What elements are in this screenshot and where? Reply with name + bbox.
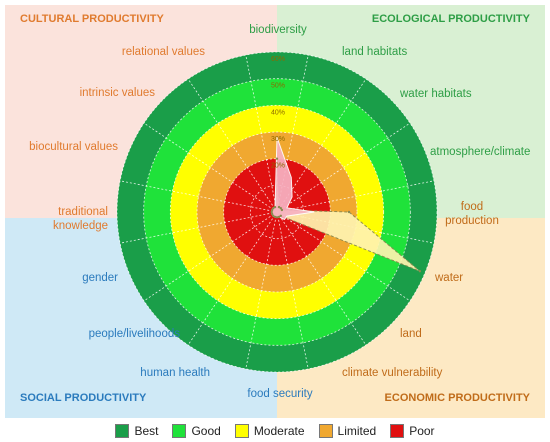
axis-label-human-health: human health (140, 367, 210, 379)
axis-label-relational-values: relational values (122, 46, 205, 58)
grid-spoke (276, 78, 367, 213)
legend-label-moderate: Moderate (253, 424, 305, 438)
axis-label-biocultural-values: biocultural values (29, 141, 118, 153)
grid-ring (169, 104, 385, 320)
legend-swatch-limited (318, 424, 333, 438)
data-point-biocultural-values (270, 208, 274, 212)
quadrant-title-economic-productivity: ECONOMIC PRODUCTIVITY (385, 392, 531, 404)
legend-item-poor: Poor (390, 424, 435, 438)
data-point-biodiversity (275, 157, 279, 160)
legend-label-poor: Poor (409, 424, 435, 438)
grid-ring (196, 131, 358, 293)
grid-spoke (276, 122, 411, 213)
legend-swatch-good (172, 424, 187, 438)
data-point-water (418, 270, 422, 273)
data-shapes (270, 137, 422, 273)
radial-tick-labels: 20% 30% 40% 50% 60% (271, 56, 285, 170)
axis-label-biodiversity: biodiversity (249, 24, 307, 36)
tick-label: 30% (271, 136, 285, 143)
legend-label-limited: Limited (337, 424, 377, 438)
data-point-water-habitats (279, 207, 282, 210)
axis-label-food-security: food security (247, 388, 312, 400)
legend-item-best: Best (115, 424, 158, 438)
legend-item-good: Good (172, 424, 221, 438)
axis-label-climate-vulnerability: climate vulnerability (342, 367, 443, 379)
data-point-human-health (273, 215, 277, 219)
data-point-food-production (347, 210, 351, 214)
tick-label: 20% (271, 163, 285, 170)
radial-grid (116, 51, 438, 373)
tick-label: 40% (271, 109, 285, 116)
data-point-relational-values (273, 205, 277, 209)
tick-label: 60% (271, 56, 285, 63)
axis-label-food-production: food production (445, 201, 499, 227)
data-point-gender (270, 212, 274, 216)
legend-swatch-poor (390, 424, 405, 438)
axis-label-land: land (400, 328, 422, 340)
legend-label-good: Good (191, 424, 221, 438)
quadrant-titles: CULTURAL PRODUCTIVITY ECOLOGICAL PRODUCTI… (20, 13, 531, 404)
legend-swatch-moderate (234, 424, 249, 438)
grid-ring (116, 51, 438, 373)
axis-labels: biodiversity land habitats water habitats a… (29, 24, 530, 400)
legend-item-limited: Limited (318, 424, 377, 438)
data-point-climate-vulnerability (277, 215, 281, 219)
legend: Best Good Moderate Limited Poor (0, 420, 550, 442)
quadrant-title-ecological-productivity: ECOLOGICAL PRODUCTIVITY (372, 13, 531, 25)
legend-swatch-best (115, 424, 130, 438)
axis-label-intrinsic-values: intrinsic values (80, 87, 156, 99)
grid-ring (143, 78, 411, 346)
data-point-people-livelihoods (272, 214, 275, 217)
axis-label-water-habitats: water habitats (399, 88, 472, 100)
data-point-land-habitats (277, 205, 281, 209)
quadrant-title-social-productivity: SOCIAL PRODUCTIVITY (20, 392, 147, 404)
axis-label-land-habitats: land habitats (342, 46, 407, 58)
data-point-intrinsic-values (272, 207, 275, 210)
grid-spoke (276, 211, 411, 302)
data-point-traditional-knowledge (270, 210, 273, 214)
grid-spoke (276, 180, 435, 213)
grid-spoke (276, 211, 367, 346)
legend-label-best: Best (134, 424, 159, 438)
data-point-food-security (275, 216, 279, 219)
axis-label-gender: gender (82, 272, 118, 284)
legend-item-moderate: Moderate (234, 424, 305, 438)
axis-label-people-livelihoods: people/livelihoods (89, 328, 181, 340)
tick-label: 50% (271, 83, 285, 90)
data-point-atmosphere-climate (280, 208, 284, 212)
axis-label-water: water (434, 272, 463, 284)
axis-label-traditional-knowledge: traditional knowledge (53, 206, 108, 232)
data-point-land (279, 214, 282, 217)
axis-label-atmosphere-climate: atmosphere/climate (430, 146, 530, 158)
quadrant-title-cultural-productivity: CULTURAL PRODUCTIVITY (20, 13, 164, 25)
